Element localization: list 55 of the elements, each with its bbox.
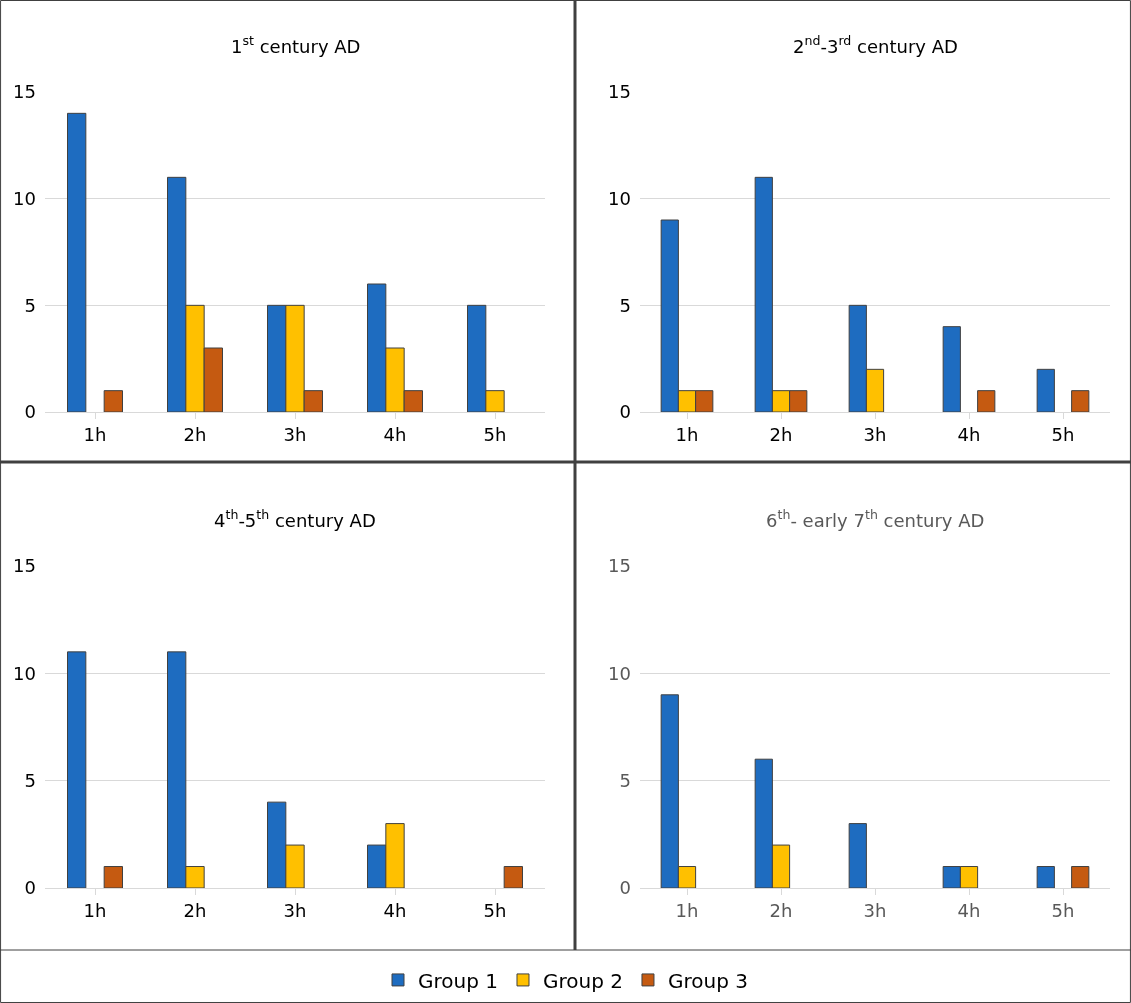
bar (67, 112, 87, 412)
y-tick-label: 5 (619, 769, 631, 791)
legend-label: Group 3 (667, 968, 748, 993)
bar (848, 823, 867, 888)
x-tick-label: 1h (83, 899, 107, 921)
chart-title: 2$^{nd}$-3$^{rd}$ century AD (793, 33, 958, 57)
y-tick-label: 10 (608, 187, 631, 209)
x-tick-label: 4h (957, 899, 981, 921)
y-tick-label: 0 (24, 401, 36, 423)
x-tick-label: 5h (483, 423, 507, 445)
bar (1036, 866, 1055, 888)
bar (103, 390, 123, 412)
bar (1036, 368, 1055, 412)
bar (942, 326, 961, 412)
y-tick-label: 0 (24, 877, 36, 899)
bar (67, 651, 87, 888)
x-tick-label: 3h (863, 423, 887, 445)
x-tick-label: 2h (769, 423, 793, 445)
bar (1071, 866, 1090, 888)
x-tick-label: 1h (675, 423, 699, 445)
x-tick-label: 2h (183, 899, 207, 921)
legend-label: Group 1 (418, 968, 498, 993)
x-tick-label: 3h (863, 899, 887, 921)
y-tick-label: 5 (619, 294, 631, 316)
x-tick-label: 4h (957, 423, 981, 445)
y-tick-label: 5 (24, 769, 36, 791)
bar (503, 866, 523, 888)
x-tick-label: 5h (1051, 423, 1075, 445)
y-tick-label: 5 (24, 294, 36, 316)
bar (1071, 390, 1090, 412)
y-tick-label: 15 (608, 555, 631, 577)
bar (977, 390, 996, 412)
x-tick-label: 5h (483, 899, 507, 921)
x-tick-label: 4h (383, 423, 407, 445)
y-tick-label: 0 (619, 401, 631, 423)
x-tick-label: 3h (283, 423, 307, 445)
bar (103, 866, 123, 888)
x-tick-label: 4h (383, 899, 407, 921)
legend-label: Group 2 (542, 968, 623, 993)
chart-title: 1$^{st}$ century AD (231, 33, 361, 57)
y-tick-label: 15 (13, 81, 36, 103)
x-tick-label: 2h (769, 899, 793, 921)
x-tick-label: 5h (1051, 899, 1075, 921)
x-tick-label: 3h (283, 899, 307, 921)
x-tick-label: 2h (183, 423, 207, 445)
y-tick-label: 10 (13, 662, 36, 684)
y-tick-label: 15 (13, 555, 36, 577)
chart-title: 4$^{th}$-5$^{th}$ century AD (214, 507, 376, 531)
y-tick-label: 0 (619, 877, 631, 899)
y-tick-label: 10 (13, 187, 36, 209)
x-tick-label: 1h (83, 423, 107, 445)
x-tick-label: 1h (675, 899, 699, 921)
chart-title: 6$^{th}$- early 7$^{th}$ century AD (766, 507, 985, 531)
y-tick-label: 10 (608, 662, 631, 684)
y-tick-label: 15 (608, 81, 631, 103)
